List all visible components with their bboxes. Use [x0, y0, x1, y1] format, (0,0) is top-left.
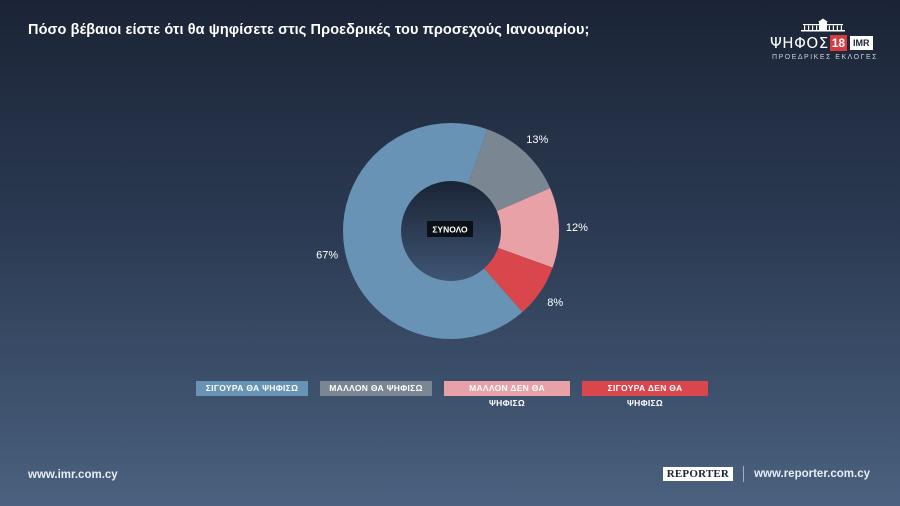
label-sigoura-tha: 67%	[316, 250, 338, 262]
legend-item-sigoura-den: ΣΙΓΟΥΡΑ ΔΕΝ ΘΑ ΨΗΦΙΣΩ	[582, 381, 708, 408]
logo-subtitle: ΠΡΟΕΔΡΙΚΕΣ ΕΚΛΟΓΕΣ	[772, 54, 878, 61]
center-label: ΣΥΝΟΛΟ	[432, 225, 468, 235]
slice-mallon-den	[451, 188, 560, 268]
imr-badge: IMR	[850, 36, 873, 50]
legend-item-sigoura-tha: ΣΙΓΟΥΡΑ ΘΑ ΨΗΦΙΣΩ	[196, 381, 308, 396]
legend-item-mallon-den: ΜΑΛΛΟΝ ΔΕΝ ΘΑ ΨΗΦΙΣΩ	[444, 381, 570, 408]
psifos18-logo: ΨΗΦΟΣ 18 IMR ΠΡΟΕΔΡΙΚΕΣ ΕΚΛΟΓΕΣ	[764, 18, 882, 64]
label-sigoura-den: 8%	[547, 297, 563, 309]
reporter-logo: REPORTER	[662, 467, 734, 481]
legend-item-mallon-tha: ΜΑΛΛΟΝ ΘΑ ΨΗΦΙΣΩ	[320, 381, 432, 396]
reporter-url[interactable]: www.reporter.com.cy	[754, 468, 870, 480]
label-mallon-den: 12%	[566, 222, 588, 234]
parliament-building-icon	[801, 18, 845, 32]
logo-word: ΨΗΦΟΣ	[770, 34, 829, 52]
footer-right: REPORTER www.reporter.com.cy	[662, 466, 870, 482]
footer-divider	[743, 466, 745, 482]
legend: ΣΙΓΟΥΡΑ ΘΑ ΨΗΦΙΣΩ ΜΑΛΛΟΝ ΘΑ ΨΗΦΙΣΩ ΜΑΛΛΟ…	[196, 381, 708, 408]
logo-number: 18	[829, 35, 848, 51]
chart-title: Πόσο βέβαιοι είστε ότι θα ψηφίσετε στις …	[28, 22, 590, 38]
imr-url[interactable]: www.imr.com.cy	[28, 469, 118, 481]
center-label-box	[427, 221, 473, 237]
label-mallon-tha: 13%	[526, 134, 548, 146]
